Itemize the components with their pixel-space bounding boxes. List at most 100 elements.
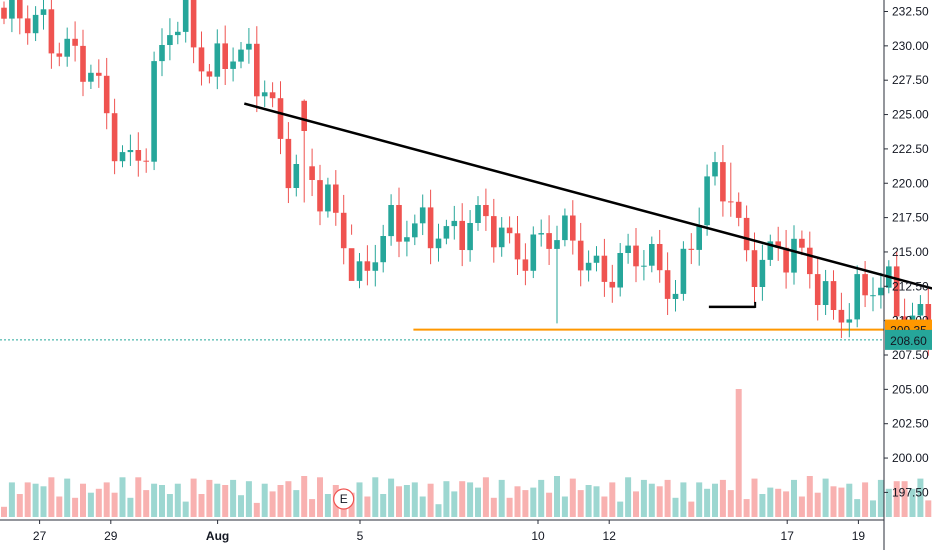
volume-bar xyxy=(522,490,529,517)
volume-bar xyxy=(151,483,158,517)
candle-body xyxy=(514,233,521,260)
volume-bar xyxy=(806,476,813,517)
candle-body xyxy=(182,0,189,32)
volume-bar xyxy=(443,481,450,517)
candle-body xyxy=(64,38,70,57)
volume-bar xyxy=(846,483,853,517)
last-price-tag-label: 208.60 xyxy=(890,334,927,348)
volume-bar xyxy=(751,478,758,517)
candle-body xyxy=(467,223,473,251)
candle-body xyxy=(17,0,23,19)
candle-body xyxy=(1,7,7,19)
candle-body xyxy=(404,237,410,242)
volume-bar xyxy=(32,483,39,517)
volume-bar xyxy=(285,481,292,517)
volume-bar xyxy=(743,499,750,517)
candle-body xyxy=(127,150,134,153)
volume-bar xyxy=(380,494,387,517)
volume-bar xyxy=(759,494,766,517)
earnings-marker-icon[interactable] xyxy=(333,488,355,510)
volume-bar xyxy=(664,479,671,517)
candle-body xyxy=(775,241,781,248)
candle-body xyxy=(214,43,221,77)
volume-bar xyxy=(475,487,481,517)
candle-body xyxy=(427,207,434,249)
candle-body xyxy=(40,9,47,15)
candle-body xyxy=(554,240,560,249)
candle-body xyxy=(633,245,639,267)
candle-body xyxy=(380,236,386,263)
candle-body xyxy=(506,227,513,234)
volume-bar xyxy=(925,500,932,517)
candle-body xyxy=(261,92,268,97)
volume-bar xyxy=(561,496,568,517)
volume-bar xyxy=(877,479,884,517)
volume-bar xyxy=(633,491,639,517)
volume-bar xyxy=(901,481,908,517)
volume-bar xyxy=(253,502,260,517)
volume-bar xyxy=(372,477,379,517)
candle-body xyxy=(151,61,157,162)
volume-bar xyxy=(712,483,718,517)
volume-bar xyxy=(885,488,892,517)
volume-bar xyxy=(688,501,695,517)
volume-bar xyxy=(514,486,521,517)
volume-bar xyxy=(727,490,734,517)
candle-body xyxy=(483,205,489,217)
candle-body xyxy=(601,255,608,282)
volume-bar xyxy=(593,486,600,517)
candle-body xyxy=(704,176,710,226)
candle-body xyxy=(24,18,31,34)
volume-bar xyxy=(40,486,47,517)
y-tick-label: 215.00 xyxy=(892,245,929,259)
volume-bar xyxy=(24,482,31,517)
volume-bar xyxy=(854,499,861,517)
volume-bar xyxy=(411,482,418,517)
candle-body xyxy=(522,259,529,271)
candle-body xyxy=(88,72,94,82)
candle-body xyxy=(625,245,631,253)
y-tick-label: 227.50 xyxy=(892,73,929,87)
x-tick-label: 10 xyxy=(531,529,545,543)
y-tick-label: 225.00 xyxy=(892,108,929,122)
volume-bar xyxy=(388,478,395,517)
volume-bar xyxy=(893,481,900,517)
volume-bar xyxy=(704,488,711,517)
last-price-tag[interactable] xyxy=(885,329,932,350)
candle-body xyxy=(530,234,537,271)
candle-body xyxy=(325,184,331,212)
x-tick-label: 17 xyxy=(781,529,795,543)
volume-bar xyxy=(435,504,442,517)
volume-bar xyxy=(838,487,845,517)
volume-bar xyxy=(16,494,23,517)
candle-body xyxy=(870,295,876,297)
y-tick-label: 205.00 xyxy=(892,382,929,396)
candle-body xyxy=(617,253,623,288)
volume-bar xyxy=(222,485,229,517)
candle-body xyxy=(111,113,118,162)
candle-body xyxy=(206,71,213,77)
candle-body xyxy=(143,160,149,162)
candle-body xyxy=(167,35,173,45)
candle-body xyxy=(198,47,205,72)
volume-bar xyxy=(356,482,363,517)
volume-bar xyxy=(8,482,15,517)
candle-body xyxy=(159,45,165,62)
volume-bar xyxy=(822,478,829,517)
candle-body xyxy=(688,248,695,250)
y-tick-label: 220.00 xyxy=(892,176,929,190)
candle-body xyxy=(799,238,805,248)
candle-body xyxy=(356,261,363,281)
candle-body xyxy=(96,72,102,76)
trendline[interactable] xyxy=(243,102,932,298)
volume-bar xyxy=(245,481,252,517)
candle-body xyxy=(277,98,284,139)
y-tick-label: 232.50 xyxy=(892,5,929,19)
candle-body xyxy=(9,0,15,19)
y-tick-label: 207.50 xyxy=(892,348,929,362)
y-tick-label: 212.50 xyxy=(892,279,929,293)
volume-bar xyxy=(143,490,150,517)
volume-bar xyxy=(459,481,466,517)
